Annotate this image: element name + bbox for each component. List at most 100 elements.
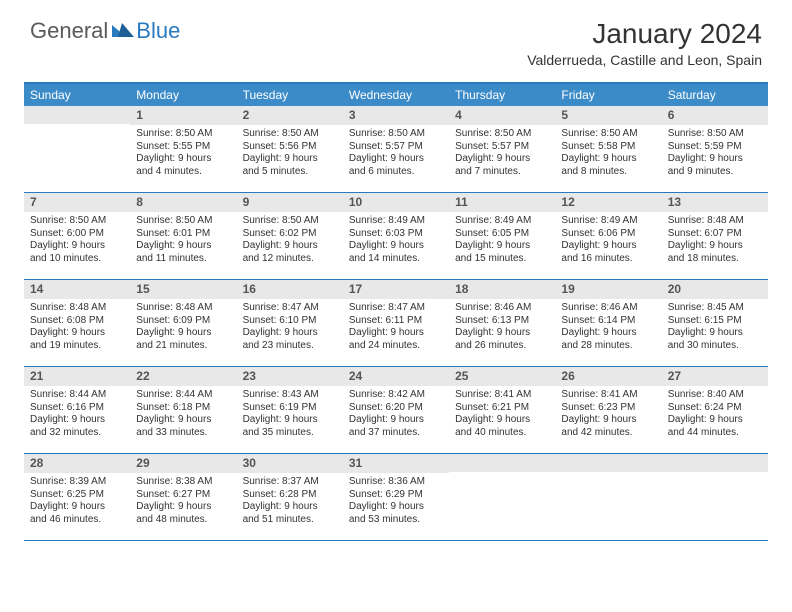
daylight-text: Daylight: 9 hours and 46 minutes.: [30, 501, 124, 526]
daylight-text: Daylight: 9 hours and 5 minutes.: [243, 153, 337, 178]
day-cell: 4Sunrise: 8:50 AMSunset: 5:57 PMDaylight…: [449, 106, 555, 192]
day-cell: 27Sunrise: 8:40 AMSunset: 6:24 PMDayligh…: [662, 367, 768, 453]
day-number: 4: [449, 106, 555, 125]
daylight-text: Daylight: 9 hours and 14 minutes.: [349, 240, 443, 265]
sunrise-text: Sunrise: 8:43 AM: [243, 389, 337, 402]
daylight-text: Daylight: 9 hours and 6 minutes.: [349, 153, 443, 178]
sunrise-text: Sunrise: 8:42 AM: [349, 389, 443, 402]
day-number: 30: [237, 454, 343, 473]
sunset-text: Sunset: 5:55 PM: [136, 141, 230, 154]
day-body: Sunrise: 8:47 AMSunset: 6:10 PMDaylight:…: [237, 299, 343, 356]
day-body: Sunrise: 8:41 AMSunset: 6:21 PMDaylight:…: [449, 386, 555, 443]
location-label: Valderrueda, Castille and Leon, Spain: [527, 52, 762, 68]
day-number: 6: [662, 106, 768, 125]
sunset-text: Sunset: 5:59 PM: [668, 141, 762, 154]
week-row: 7Sunrise: 8:50 AMSunset: 6:00 PMDaylight…: [24, 193, 768, 280]
day-cell: 20Sunrise: 8:45 AMSunset: 6:15 PMDayligh…: [662, 280, 768, 366]
sunset-text: Sunset: 6:24 PM: [668, 402, 762, 415]
sunrise-text: Sunrise: 8:50 AM: [455, 128, 549, 141]
sunrise-text: Sunrise: 8:47 AM: [243, 302, 337, 315]
day-number: [449, 454, 555, 472]
sunrise-text: Sunrise: 8:50 AM: [349, 128, 443, 141]
sunset-text: Sunset: 6:20 PM: [349, 402, 443, 415]
week-row: 14Sunrise: 8:48 AMSunset: 6:08 PMDayligh…: [24, 280, 768, 367]
day-number: 7: [24, 193, 130, 212]
weekday-header: Tuesday: [237, 84, 343, 106]
day-cell: 11Sunrise: 8:49 AMSunset: 6:05 PMDayligh…: [449, 193, 555, 279]
sunset-text: Sunset: 6:15 PM: [668, 315, 762, 328]
day-number: [555, 454, 661, 472]
day-cell: 17Sunrise: 8:47 AMSunset: 6:11 PMDayligh…: [343, 280, 449, 366]
sunset-text: Sunset: 6:16 PM: [30, 402, 124, 415]
day-cell: 3Sunrise: 8:50 AMSunset: 5:57 PMDaylight…: [343, 106, 449, 192]
day-body: Sunrise: 8:37 AMSunset: 6:28 PMDaylight:…: [237, 473, 343, 530]
brand-part1: General: [30, 18, 108, 44]
sunset-text: Sunset: 6:05 PM: [455, 228, 549, 241]
day-number: 25: [449, 367, 555, 386]
day-body: Sunrise: 8:36 AMSunset: 6:29 PMDaylight:…: [343, 473, 449, 530]
daylight-text: Daylight: 9 hours and 4 minutes.: [136, 153, 230, 178]
daylight-text: Daylight: 9 hours and 28 minutes.: [561, 327, 655, 352]
daylight-text: Daylight: 9 hours and 42 minutes.: [561, 414, 655, 439]
day-cell: 1Sunrise: 8:50 AMSunset: 5:55 PMDaylight…: [130, 106, 236, 192]
day-cell: 18Sunrise: 8:46 AMSunset: 6:13 PMDayligh…: [449, 280, 555, 366]
day-number: 31: [343, 454, 449, 473]
day-number: 3: [343, 106, 449, 125]
page-header: General Blue January 2024 Valderrueda, C…: [0, 0, 792, 76]
day-cell: 21Sunrise: 8:44 AMSunset: 6:16 PMDayligh…: [24, 367, 130, 453]
sunset-text: Sunset: 6:21 PM: [455, 402, 549, 415]
sunrise-text: Sunrise: 8:48 AM: [136, 302, 230, 315]
sunset-text: Sunset: 6:19 PM: [243, 402, 337, 415]
day-cell: 13Sunrise: 8:48 AMSunset: 6:07 PMDayligh…: [662, 193, 768, 279]
day-body: Sunrise: 8:50 AMSunset: 5:59 PMDaylight:…: [662, 125, 768, 182]
sunrise-text: Sunrise: 8:48 AM: [668, 215, 762, 228]
sunset-text: Sunset: 6:14 PM: [561, 315, 655, 328]
sunset-text: Sunset: 5:58 PM: [561, 141, 655, 154]
day-cell: 12Sunrise: 8:49 AMSunset: 6:06 PMDayligh…: [555, 193, 661, 279]
sunrise-text: Sunrise: 8:50 AM: [243, 215, 337, 228]
day-cell: 22Sunrise: 8:44 AMSunset: 6:18 PMDayligh…: [130, 367, 236, 453]
day-body: Sunrise: 8:50 AMSunset: 6:00 PMDaylight:…: [24, 212, 130, 269]
day-number: 22: [130, 367, 236, 386]
weekday-header: Sunday: [24, 84, 130, 106]
daylight-text: Daylight: 9 hours and 48 minutes.: [136, 501, 230, 526]
day-cell: 9Sunrise: 8:50 AMSunset: 6:02 PMDaylight…: [237, 193, 343, 279]
sunset-text: Sunset: 6:13 PM: [455, 315, 549, 328]
sunrise-text: Sunrise: 8:36 AM: [349, 476, 443, 489]
sunrise-text: Sunrise: 8:50 AM: [668, 128, 762, 141]
day-cell: [662, 454, 768, 540]
daylight-text: Daylight: 9 hours and 37 minutes.: [349, 414, 443, 439]
day-cell: 25Sunrise: 8:41 AMSunset: 6:21 PMDayligh…: [449, 367, 555, 453]
daylight-text: Daylight: 9 hours and 12 minutes.: [243, 240, 337, 265]
sunrise-text: Sunrise: 8:50 AM: [243, 128, 337, 141]
day-cell: 2 Sunrise: 8:50 AMSunset: 5:56 PMDaylight…: [237, 106, 343, 192]
sunrise-text: Sunrise: 8:50 AM: [30, 215, 124, 228]
day-cell: 16Sunrise: 8:47 AMSunset: 6:10 PMDayligh…: [237, 280, 343, 366]
day-cell: 31Sunrise: 8:36 AMSunset: 6:29 PMDayligh…: [343, 454, 449, 540]
sunset-text: Sunset: 6:11 PM: [349, 315, 443, 328]
day-body: Sunrise: 8:38 AMSunset: 6:27 PMDaylight:…: [130, 473, 236, 530]
sunset-text: Sunset: 5:56 PM: [243, 141, 337, 154]
daylight-text: Daylight: 9 hours and 7 minutes.: [455, 153, 549, 178]
sunrise-text: Sunrise: 8:46 AM: [455, 302, 549, 315]
sunrise-text: Sunrise: 8:41 AM: [561, 389, 655, 402]
day-body: Sunrise: 8:48 AMSunset: 6:07 PMDaylight:…: [662, 212, 768, 269]
day-cell: [555, 454, 661, 540]
day-number: 2: [237, 106, 343, 125]
weekday-header: Monday: [130, 84, 236, 106]
day-body: Sunrise: 8:50 AMSunset: 5:57 PMDaylight:…: [449, 125, 555, 182]
daylight-text: Daylight: 9 hours and 30 minutes.: [668, 327, 762, 352]
weekday-header: Friday: [555, 84, 661, 106]
brand-logo: General Blue: [30, 18, 180, 44]
day-cell: 30Sunrise: 8:37 AMSunset: 6:28 PMDayligh…: [237, 454, 343, 540]
daylight-text: Daylight: 9 hours and 51 minutes.: [243, 501, 337, 526]
day-number: 27: [662, 367, 768, 386]
day-body: Sunrise: 8:49 AMSunset: 6:05 PMDaylight:…: [449, 212, 555, 269]
title-block: January 2024 Valderrueda, Castille and L…: [527, 18, 762, 68]
day-body: Sunrise: 8:41 AMSunset: 6:23 PMDaylight:…: [555, 386, 661, 443]
day-cell: [24, 106, 130, 192]
day-cell: 15Sunrise: 8:48 AMSunset: 6:09 PMDayligh…: [130, 280, 236, 366]
day-cell: 6Sunrise: 8:50 AMSunset: 5:59 PMDaylight…: [662, 106, 768, 192]
sunrise-text: Sunrise: 8:49 AM: [349, 215, 443, 228]
daylight-text: Daylight: 9 hours and 16 minutes.: [561, 240, 655, 265]
